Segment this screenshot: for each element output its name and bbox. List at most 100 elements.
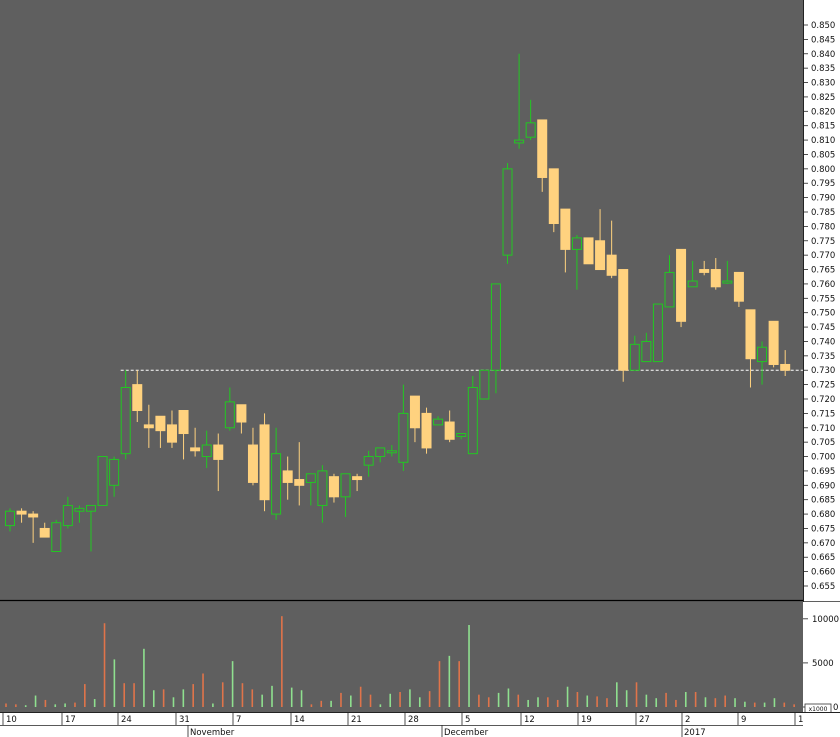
candle-body-down	[421, 412, 432, 449]
candle-body-down	[548, 168, 559, 225]
candle-body-down	[166, 424, 177, 443]
candle	[16, 508, 27, 523]
candle	[74, 505, 85, 523]
price-tick-label: 0.770	[811, 251, 835, 261]
candle-body-down	[28, 513, 39, 518]
candle	[409, 395, 420, 443]
candle-body-down	[328, 476, 339, 498]
price-tick-label: 0.655	[811, 582, 835, 592]
price-tick-label: 0.730	[811, 366, 835, 376]
candle	[502, 163, 513, 264]
price-tick-label: 0.760	[811, 280, 835, 290]
candle-body-down	[710, 269, 721, 288]
price-tick-label: 0.660	[811, 568, 835, 578]
candle	[757, 341, 768, 385]
date-tick-label: 14	[294, 715, 305, 725]
price-tick-label: 0.775	[811, 237, 835, 247]
candle	[687, 260, 698, 288]
candle-body-up	[571, 237, 582, 250]
volume-axis-panel	[803, 602, 840, 712]
candle-body-up	[62, 504, 73, 527]
candle-body-up	[85, 504, 96, 512]
candle-body-down	[444, 421, 455, 440]
date-tick-label: 24	[121, 715, 132, 725]
candle-body-up	[340, 473, 351, 498]
candle	[525, 99, 536, 141]
candle	[780, 350, 791, 376]
candle-body-down	[595, 240, 606, 271]
candle	[490, 283, 501, 394]
candle	[328, 473, 339, 503]
candle-body-up	[74, 507, 85, 512]
candle	[433, 416, 444, 426]
candle	[571, 235, 582, 290]
candle-body-down	[282, 470, 293, 483]
date-tick-label: 19	[581, 715, 592, 725]
candle-body-up	[664, 271, 675, 308]
candle	[618, 269, 629, 382]
candle-body-down	[780, 363, 791, 371]
candle	[595, 209, 606, 271]
date-tick-label: 31	[179, 715, 190, 725]
candle-body-down	[190, 447, 201, 452]
date-tick-label: 17	[65, 715, 76, 725]
price-tick-label: 0.745	[811, 323, 835, 333]
candle	[5, 508, 15, 532]
candle	[467, 375, 478, 455]
price-tick-label: 0.835	[811, 64, 835, 74]
candle-body-up	[456, 433, 467, 437]
candle	[132, 370, 143, 423]
candle-body-up	[109, 458, 120, 486]
candle	[722, 260, 733, 284]
candle-body-down	[16, 510, 27, 515]
date-tick-label: 1	[798, 715, 803, 725]
date-tick-label: 10	[6, 715, 17, 725]
candle	[456, 433, 467, 440]
candle-body-down	[745, 309, 756, 360]
price-tick-label: 0.750	[811, 309, 835, 319]
candle-body-down	[213, 444, 224, 460]
price-tick-label: 0.805	[811, 150, 835, 160]
candle-body-up	[525, 122, 536, 138]
price-tick-label: 0.680	[811, 510, 835, 520]
candle	[479, 369, 490, 400]
price-tick-label: 0.735	[811, 352, 835, 362]
candle-body-down	[178, 410, 189, 435]
price-panel	[5, 53, 803, 552]
candle-body-up	[479, 369, 490, 400]
date-tick-label: 21	[351, 715, 362, 725]
candle-body-down	[132, 384, 143, 412]
date-tick-label: 27	[639, 715, 650, 725]
candle	[537, 119, 548, 192]
candle-body-up	[687, 280, 698, 288]
candle	[109, 456, 120, 497]
candle	[190, 427, 201, 457]
price-tick-label: 0.780	[811, 222, 835, 232]
price-tick-label: 0.815	[811, 122, 835, 132]
candle-body-up	[386, 450, 397, 454]
candle-body-up	[433, 418, 444, 426]
candle-body-down	[583, 237, 594, 265]
candle	[699, 260, 710, 276]
candle	[583, 237, 594, 265]
candle	[710, 258, 721, 290]
candle	[271, 427, 282, 520]
candle-body-down	[247, 444, 258, 483]
price-tick-label: 0.840	[811, 50, 835, 60]
candle	[375, 447, 386, 463]
candle-body-up	[502, 168, 513, 256]
price-tick-label: 0.725	[811, 381, 835, 391]
candle	[97, 456, 108, 506]
candle	[39, 522, 50, 538]
price-axis-panel	[803, 0, 840, 601]
candle-body-down	[676, 248, 687, 322]
volume-tick-label: 10000	[812, 615, 839, 625]
volume-unit-label: x1000	[809, 706, 828, 713]
candle	[398, 384, 409, 471]
candle	[236, 404, 247, 434]
candle	[363, 450, 374, 477]
candle	[652, 303, 663, 363]
price-tick-label: 0.790	[811, 194, 835, 204]
candle	[62, 496, 73, 529]
candle-body-down	[294, 479, 305, 486]
